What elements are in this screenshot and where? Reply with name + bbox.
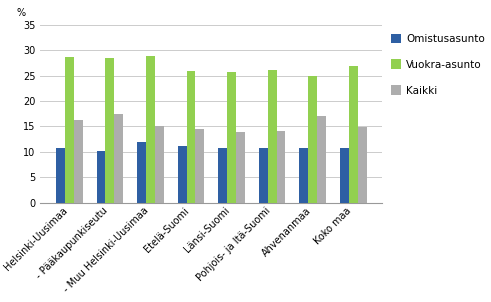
- Bar: [349, 66, 357, 203]
- Bar: [227, 72, 236, 203]
- Bar: [74, 120, 82, 203]
- Legend: Omistusasunto, Vuokra-asunto, Kaikki: Omistusasunto, Vuokra-asunto, Kaikki: [391, 34, 485, 95]
- Bar: [308, 76, 317, 203]
- Bar: [299, 148, 308, 203]
- Bar: [56, 148, 65, 203]
- Bar: [340, 148, 349, 203]
- Bar: [65, 57, 74, 203]
- Bar: [218, 148, 227, 203]
- Bar: [114, 114, 123, 203]
- Text: %: %: [17, 8, 26, 18]
- Bar: [276, 131, 285, 203]
- Bar: [106, 58, 114, 203]
- Bar: [178, 146, 187, 203]
- Bar: [146, 56, 155, 203]
- Bar: [97, 151, 106, 203]
- Bar: [357, 127, 366, 203]
- Bar: [195, 130, 204, 203]
- Bar: [317, 116, 326, 203]
- Bar: [155, 126, 164, 203]
- Bar: [236, 132, 245, 203]
- Bar: [268, 69, 276, 203]
- Bar: [187, 71, 195, 203]
- Bar: [137, 142, 146, 203]
- Bar: [259, 148, 268, 203]
